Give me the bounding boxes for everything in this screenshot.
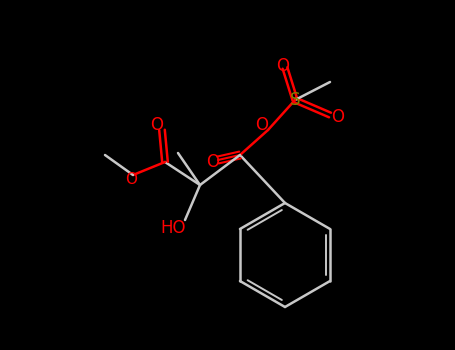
Text: O: O [125, 173, 137, 188]
Text: O: O [277, 57, 289, 75]
Text: O: O [256, 116, 268, 134]
Text: O: O [151, 116, 163, 134]
Text: O: O [332, 108, 344, 126]
Text: O: O [207, 153, 219, 171]
Text: S: S [290, 91, 300, 109]
Text: HO: HO [160, 219, 186, 237]
